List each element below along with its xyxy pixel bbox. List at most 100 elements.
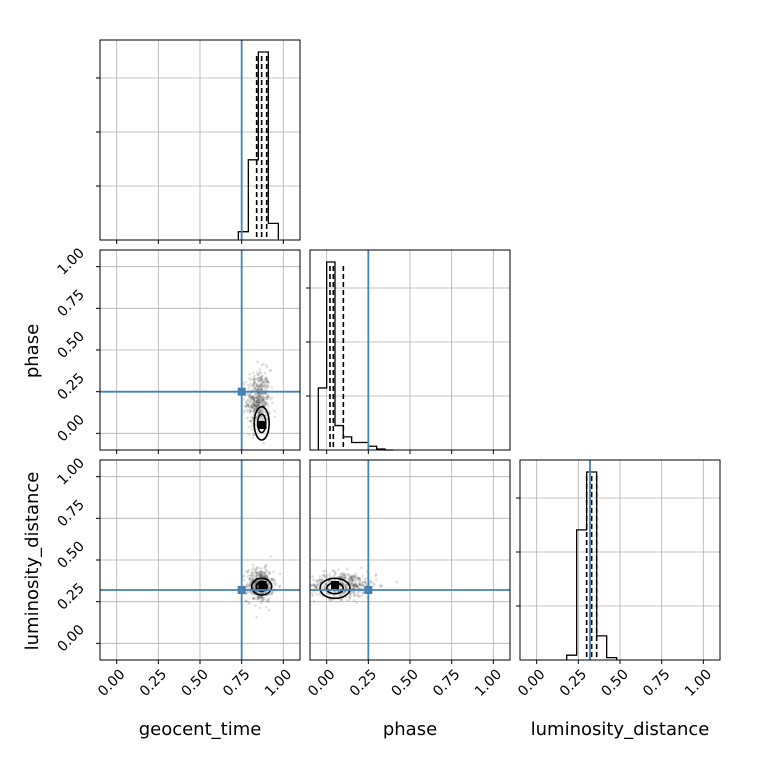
sample-point [247,405,251,409]
sample-point [264,575,267,578]
sample-point [256,571,259,574]
sample-point [315,579,319,582]
sample-point [258,572,262,575]
sample-point [267,585,271,588]
sample-point [248,580,252,584]
sample-point [368,581,372,585]
sample-point [271,577,275,581]
sample-point [250,416,254,420]
sample-point [258,402,261,405]
sample-point [256,398,259,402]
sample-point [355,584,358,587]
sample-point [360,581,364,584]
sample-point [326,592,330,596]
sample-point [349,582,353,586]
sample-point [361,584,365,588]
sample-point [258,398,261,401]
sample-point [246,575,249,578]
sample-point [261,398,264,402]
sample-point [264,568,268,572]
sample-point [257,410,260,414]
sample-point [259,375,263,379]
sample-point [341,591,344,595]
sample-point [347,574,351,578]
sample-point [255,384,259,387]
sample-point [255,595,258,598]
sample-point [318,575,322,578]
sample-point [250,579,253,582]
sample-point [251,403,255,406]
sample-point [259,595,263,599]
sample-point [256,373,259,376]
sample-point [246,403,250,407]
sample-point [344,586,347,590]
sample-point [320,578,324,582]
sample-point [256,404,260,407]
sample-point [243,404,247,408]
sample-point [346,573,349,576]
sample-point [244,599,248,603]
sample-point [260,591,264,595]
sample-point [355,583,359,587]
sample-point [349,576,352,580]
sample-point [248,394,251,398]
sample-point [255,566,258,569]
sample-point [369,579,372,583]
sample-point [255,574,259,577]
histogram-phase [317,261,394,451]
sample-point [251,401,254,405]
sample-point [358,583,362,587]
xlabel-phase: phase [383,719,437,740]
sample-point [323,574,327,578]
sample-point [260,408,263,412]
sample-point [358,577,362,580]
sample-point [267,381,271,384]
sample-point [321,574,324,577]
sample-point [252,406,256,409]
sample-point [264,590,268,594]
sample-point [264,378,268,382]
sample-point [342,573,345,577]
sample-point [256,384,259,388]
sample-point [261,402,264,406]
sample-point [263,575,267,579]
sample-point [258,606,262,610]
sample-point [270,592,273,595]
sample-point [252,409,256,413]
sample-point [266,385,269,389]
sample-point [343,584,347,588]
sample-point [254,404,257,407]
sample-point [251,383,255,387]
sample-point [263,380,267,384]
sample-point [261,410,265,414]
y-tick-label: 0.50 [54,328,87,361]
sample-point [259,392,263,395]
sample-point [248,584,252,588]
sample-point [249,396,253,400]
sample-point [248,583,251,586]
sample-point [357,595,361,599]
sample-point [317,578,321,582]
sample-point [254,378,257,381]
sample-point [248,462,251,465]
sample-point [257,401,260,405]
sample-point [250,397,253,401]
sample-point [330,598,333,602]
sample-point [252,433,256,437]
sample-point [265,403,268,406]
sample-point [343,576,347,580]
sample-point [254,416,258,420]
sample-point [350,577,353,580]
sample-point [261,401,265,405]
sample-point [261,396,264,399]
sample-point [353,599,356,602]
sample-point [251,400,255,404]
sample-point [257,387,261,391]
y-tick-label: 0.75 [54,497,87,530]
sample-point [361,583,365,587]
sample-point [288,598,291,601]
sample-point [333,573,337,576]
sample-point [259,574,263,577]
sample-point [248,393,252,397]
sample-point [380,584,383,588]
